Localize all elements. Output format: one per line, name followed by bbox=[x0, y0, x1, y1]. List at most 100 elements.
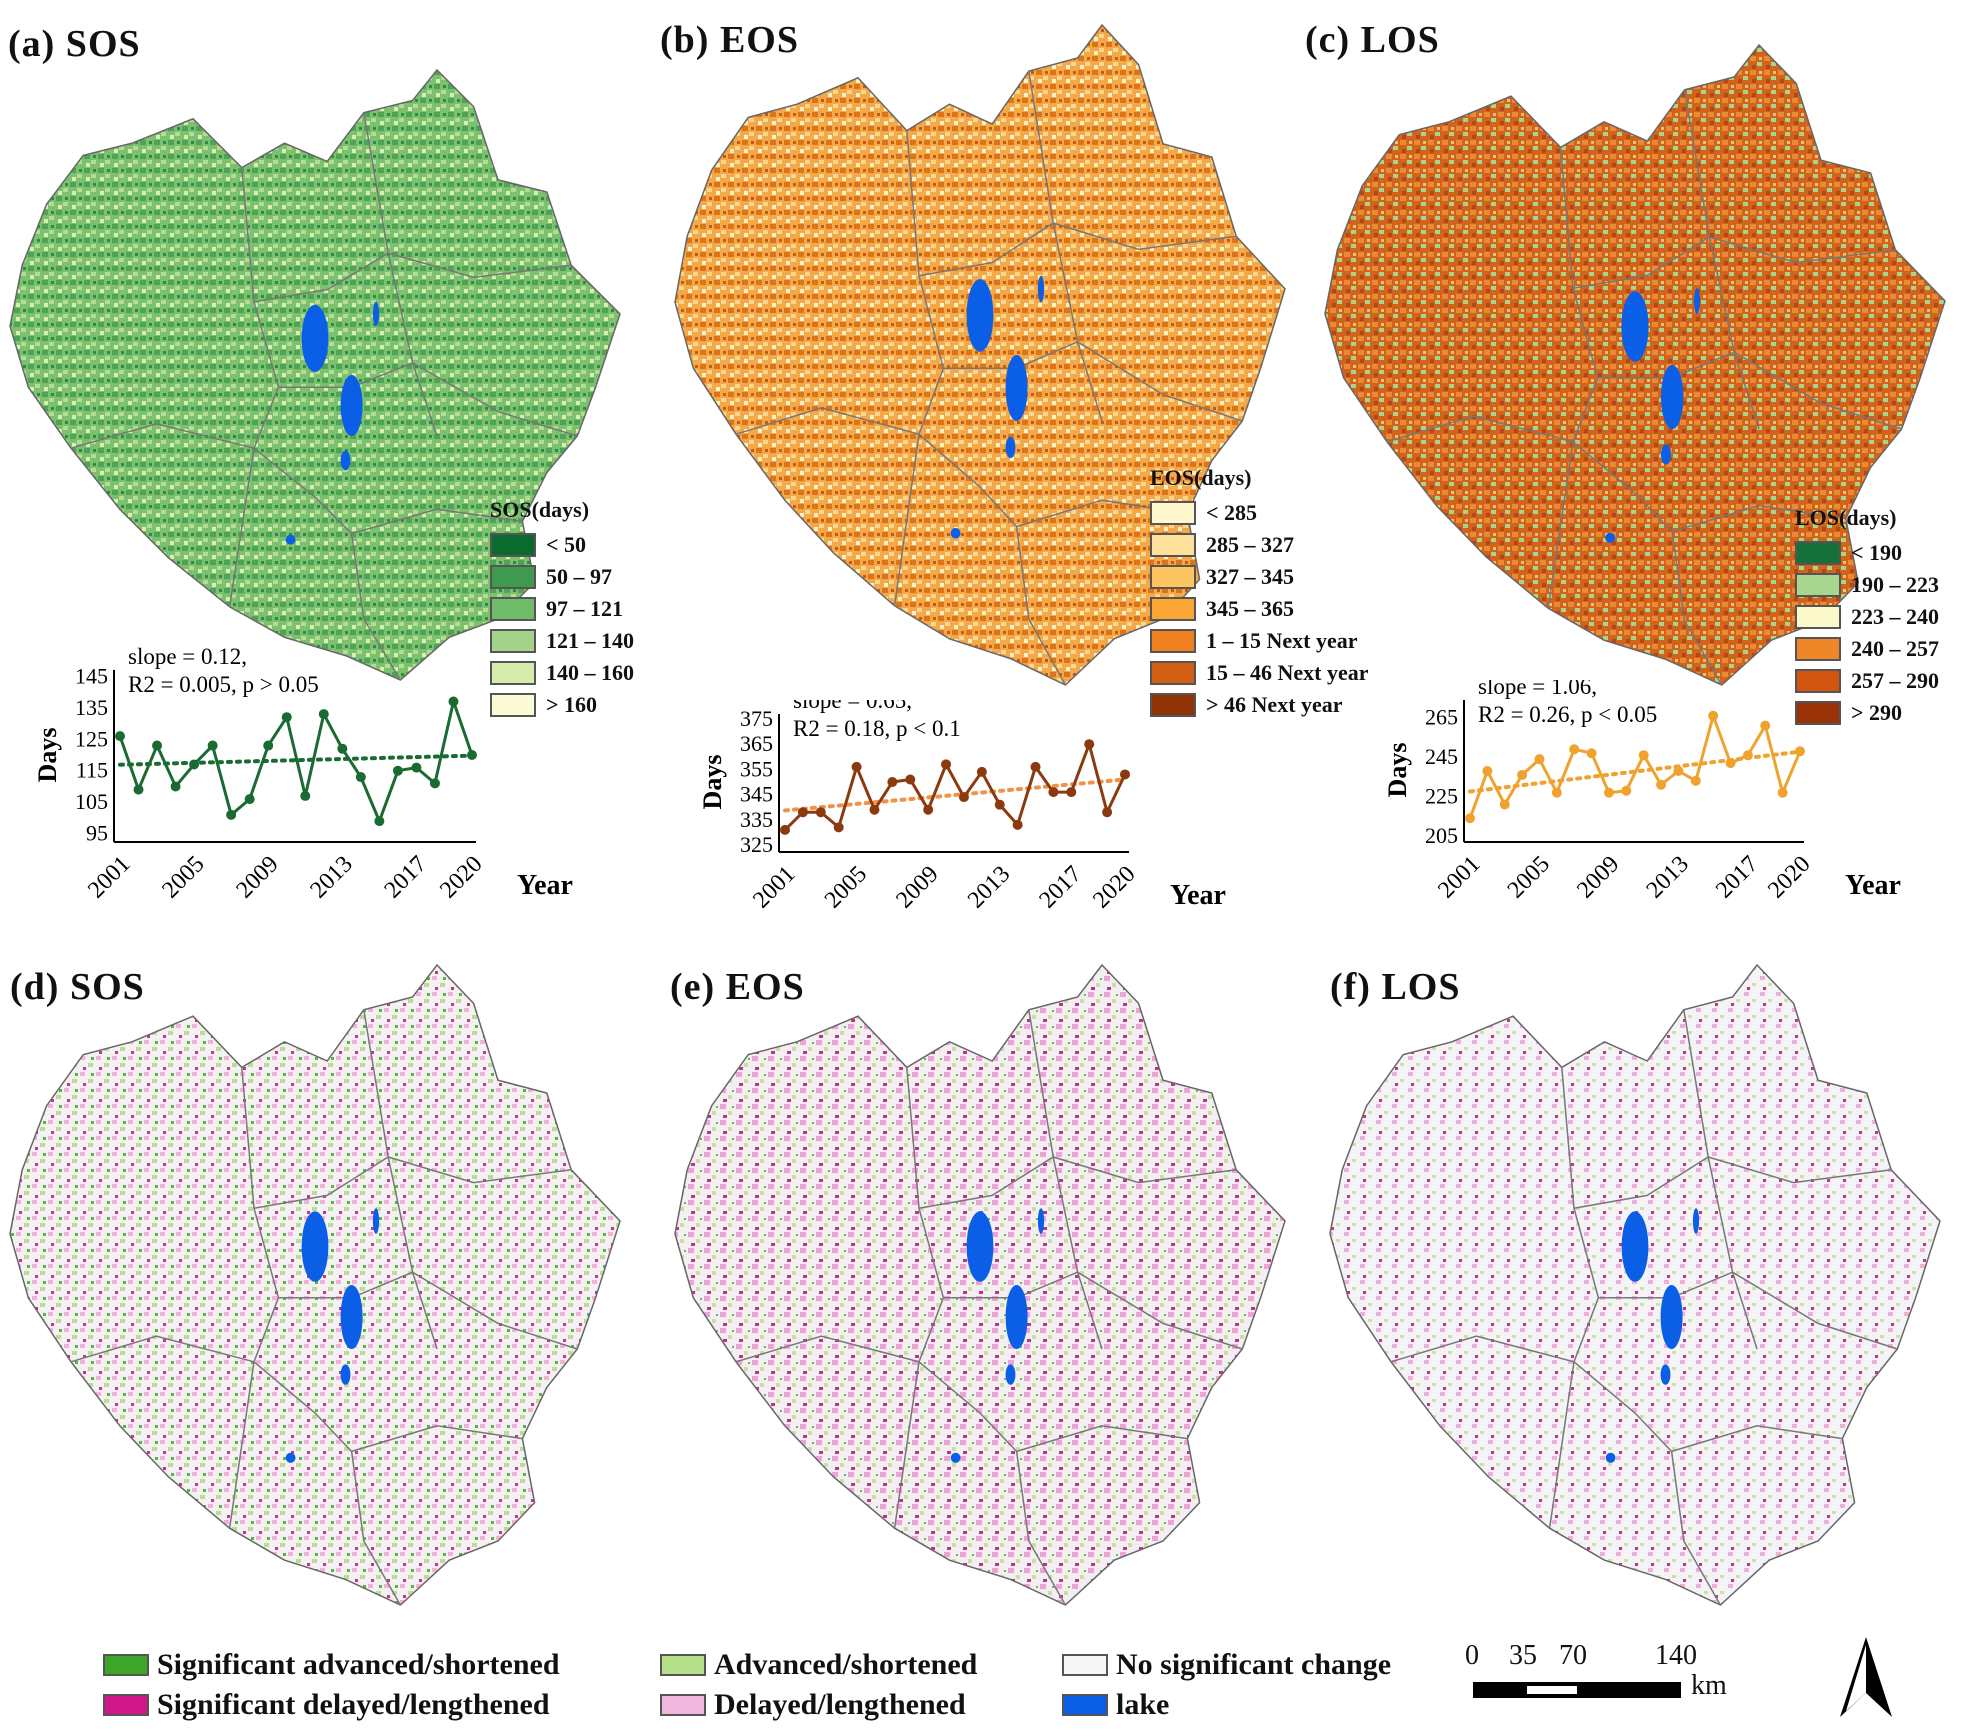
legend-delayed: Delayed/lengthened bbox=[660, 1688, 966, 1722]
data-point bbox=[1084, 739, 1095, 750]
panel-c-title: (c) LOS bbox=[1305, 19, 1440, 61]
x-tick-label: 2013 bbox=[1642, 851, 1694, 903]
data-point bbox=[1569, 744, 1580, 755]
lake bbox=[966, 1211, 994, 1282]
trend-line bbox=[783, 777, 1127, 813]
data-point bbox=[1482, 765, 1493, 776]
x-tick-label: 2001 bbox=[748, 861, 800, 913]
legend-swatch bbox=[1795, 669, 1841, 693]
legend-row: 345 – 365 bbox=[1150, 593, 1369, 625]
lake bbox=[1005, 355, 1028, 421]
legend-swatch bbox=[490, 565, 536, 589]
county-boundary bbox=[735, 1335, 920, 1363]
legend-swatch bbox=[660, 1694, 706, 1716]
y-tick-label: 375 bbox=[740, 706, 773, 731]
legend-label: 327 – 345 bbox=[1206, 564, 1294, 589]
los-map bbox=[1324, 43, 1946, 686]
county-boundary bbox=[363, 112, 438, 437]
legend-label: > 46 Next year bbox=[1206, 692, 1343, 717]
legend-label: 97 – 121 bbox=[546, 596, 623, 621]
legend-swatch bbox=[490, 693, 536, 717]
lake bbox=[301, 1211, 329, 1282]
panel-a-title: (a) SOS bbox=[8, 23, 141, 65]
county-boundary bbox=[1386, 415, 1574, 443]
legend-label: 285 – 327 bbox=[1206, 532, 1294, 557]
county-boundary bbox=[1390, 1335, 1575, 1363]
region-outline bbox=[1329, 963, 1941, 1606]
x-tick-label: 2013 bbox=[963, 861, 1015, 913]
legend-swatch bbox=[1150, 533, 1196, 557]
scale-tick-70: 70 bbox=[1559, 1640, 1587, 1671]
x-tick-label: 2005 bbox=[157, 851, 209, 900]
series-line bbox=[118, 696, 474, 826]
legend-swatch bbox=[660, 1654, 706, 1676]
lake bbox=[1005, 436, 1016, 458]
legend-advanced: Advanced/shortened bbox=[660, 1648, 977, 1682]
legend-swatch bbox=[490, 661, 536, 685]
data-point bbox=[1708, 710, 1719, 721]
north-arrow-icon bbox=[1840, 1637, 1892, 1717]
data-point bbox=[815, 807, 826, 818]
annotation-stats: R2 = 0.26, p < 0.05 bbox=[1478, 702, 1657, 727]
legend-row: 50 – 97 bbox=[490, 561, 634, 593]
lake bbox=[285, 1452, 296, 1463]
x-axis-label: Year bbox=[1845, 870, 1901, 901]
legend-row: 15 – 46 Next year bbox=[1150, 657, 1369, 689]
legend-label: < 285 bbox=[1206, 500, 1258, 525]
data-point bbox=[207, 740, 218, 751]
data-point bbox=[152, 740, 163, 751]
x-tick-label: 2020 bbox=[435, 851, 487, 900]
legend-row: < 285 bbox=[1150, 497, 1369, 529]
data-point bbox=[318, 709, 329, 720]
x-tick-label: 2020 bbox=[1088, 861, 1140, 913]
county-boundary bbox=[278, 361, 578, 437]
x-tick-label: 2009 bbox=[231, 851, 283, 900]
lake bbox=[950, 527, 961, 539]
county-boundary bbox=[363, 1009, 438, 1350]
data-point bbox=[374, 816, 385, 827]
legend-row: 140 – 160 bbox=[490, 657, 634, 689]
legend-no-change: No significant change bbox=[1062, 1648, 1391, 1682]
data-point bbox=[1795, 746, 1805, 757]
legend-swatch bbox=[1150, 565, 1196, 589]
legend-swatch bbox=[1062, 1694, 1108, 1716]
data-point bbox=[851, 761, 862, 772]
data-point bbox=[1517, 769, 1528, 780]
data-point bbox=[226, 809, 237, 820]
los-legend-title: LOS(days) bbox=[1795, 505, 1897, 530]
los-trend-map bbox=[1329, 963, 1941, 1606]
county-boundary bbox=[1028, 71, 1103, 422]
y-tick-label: 145 bbox=[75, 663, 108, 688]
legend-label: Advanced/shortened bbox=[714, 1648, 978, 1681]
annotation-slope: slope = 0.65, bbox=[793, 700, 912, 713]
county-boundary bbox=[278, 1271, 578, 1350]
legend-row: 1 – 15 Next year bbox=[1150, 625, 1369, 657]
data-point bbox=[411, 762, 422, 773]
data-point bbox=[923, 804, 934, 815]
eos-legend-title: EOS(days) bbox=[1150, 465, 1252, 490]
panel-f-title: (f) LOS bbox=[1330, 966, 1461, 1008]
y-tick-label: 125 bbox=[75, 726, 108, 751]
legend-row: 190 – 223 bbox=[1795, 569, 1939, 601]
legend-swatch bbox=[1150, 661, 1196, 685]
legend-row: 285 – 327 bbox=[1150, 529, 1369, 561]
legend-swatch bbox=[1795, 637, 1841, 661]
annotation-stats: R2 = 0.18, p < 0.1 bbox=[793, 716, 961, 741]
series-line bbox=[1468, 710, 1802, 819]
region-outline bbox=[9, 963, 621, 1606]
lake bbox=[301, 304, 329, 372]
county-boundary bbox=[1670, 1451, 1722, 1606]
legend-label: 15 – 46 Next year bbox=[1206, 660, 1369, 685]
data-point bbox=[170, 781, 181, 792]
scale-tick-140: 140 bbox=[1655, 1640, 1697, 1671]
y-tick-label: 135 bbox=[75, 695, 108, 720]
legend-label: < 190 bbox=[1851, 540, 1903, 565]
data-point bbox=[1777, 787, 1788, 798]
y-axis-label: Days bbox=[33, 728, 62, 783]
county-boundary bbox=[1015, 1451, 1067, 1606]
data-point bbox=[1120, 769, 1130, 780]
data-point bbox=[1551, 787, 1562, 798]
x-tick-label: 2009 bbox=[1572, 851, 1624, 903]
legend-swatch bbox=[1062, 1654, 1108, 1676]
legend-label: Delayed/lengthened bbox=[714, 1688, 966, 1721]
